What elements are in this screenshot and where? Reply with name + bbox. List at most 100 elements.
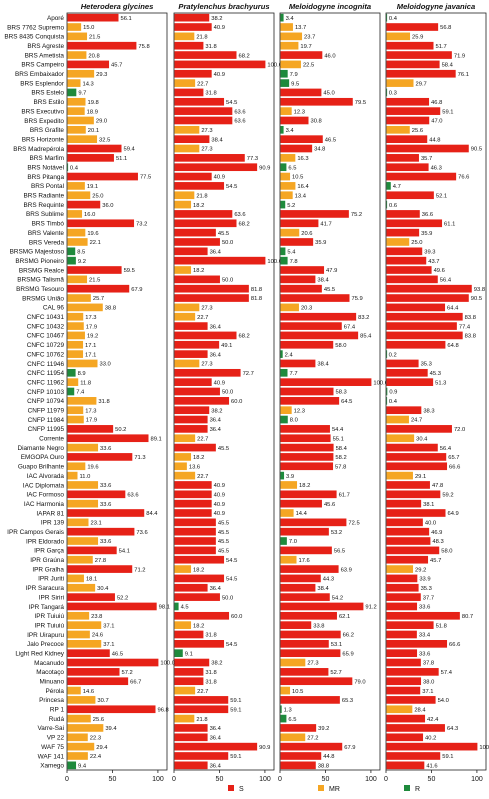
value-label: 17.9	[86, 324, 97, 330]
category-label: IPR Tuiuiú	[35, 613, 65, 620]
category-label: BRS Ametista	[25, 52, 65, 59]
category-label: BRS Valente	[28, 230, 65, 237]
bar	[67, 621, 102, 629]
value-label: 31.8	[205, 91, 216, 97]
bar	[174, 182, 225, 190]
bar	[386, 97, 430, 106]
value-label: 18.9	[87, 109, 98, 115]
bar	[280, 593, 330, 601]
value-label: 27.3	[307, 661, 318, 667]
bar	[174, 490, 212, 499]
bar	[280, 163, 287, 172]
category-label: IPR Tuiuiú	[35, 622, 65, 629]
value-label: 59.4	[124, 147, 136, 153]
bar	[67, 266, 122, 274]
value-label: 21.8	[196, 193, 207, 199]
bar	[174, 331, 237, 340]
value-label: 54.0	[438, 698, 449, 704]
panel-title: Pratylenchus brachyurus	[178, 2, 269, 11]
category-label: CNFP 10794	[27, 398, 64, 405]
value-label: 53.2	[331, 530, 342, 536]
value-label: 38.4	[317, 278, 329, 284]
value-label: 93.8	[474, 287, 485, 293]
value-label: 31.8	[205, 44, 216, 50]
bar	[280, 499, 322, 508]
value-label: 51.8	[436, 623, 447, 629]
value-label: 53.1	[331, 642, 342, 648]
category-label: CNFP 10103	[27, 389, 64, 396]
value-label: 12.3	[294, 109, 305, 115]
value-label: 54.5	[226, 184, 237, 190]
value-label: 22.1	[90, 240, 101, 246]
category-label: Guapo Brilhante	[18, 464, 65, 471]
category-label: IPR Uirapuru	[27, 632, 64, 639]
bar	[174, 200, 192, 209]
bar	[386, 387, 388, 396]
value-label: 68.2	[239, 334, 250, 340]
value-label: 25.0	[92, 193, 103, 199]
legend-swatch-S	[228, 785, 234, 791]
value-label: 57.4	[441, 670, 453, 676]
value-label: 50.0	[222, 240, 233, 246]
value-label: 2.4	[285, 352, 294, 358]
bar	[386, 630, 417, 639]
bar	[386, 668, 439, 676]
bar	[386, 79, 414, 87]
bar	[174, 705, 229, 714]
value-label: 40.9	[214, 25, 225, 31]
value-label: 19.2	[87, 334, 98, 340]
value-label: 25.9	[412, 35, 423, 41]
value-label: 42.4	[427, 717, 439, 723]
value-label: 59.5	[124, 268, 135, 274]
category-label: Aporé	[47, 15, 64, 22]
value-label: 41.7	[320, 221, 331, 227]
category-label: IPR Graúna	[30, 557, 64, 564]
bar	[67, 527, 135, 536]
value-label: 83.2	[358, 315, 369, 321]
category-label: BRS Pontal	[31, 183, 64, 190]
bar	[280, 238, 314, 246]
bar	[174, 23, 212, 31]
bar	[280, 733, 306, 742]
value-label: 45.5	[218, 549, 229, 555]
value-label: 0.6	[389, 203, 397, 209]
value-label: 84.4	[146, 511, 158, 517]
value-label: 23.7	[304, 35, 315, 41]
category-label: BRS Embaixador	[15, 71, 65, 78]
value-label: 55.1	[333, 436, 344, 442]
value-label: 47.0	[431, 119, 442, 125]
category-label: CNFC 11954	[27, 370, 64, 377]
bar	[174, 434, 196, 443]
value-label: 63.6	[127, 493, 138, 499]
bar	[386, 135, 428, 143]
bar	[174, 714, 195, 723]
value-label: 45.5	[218, 231, 229, 237]
bar	[280, 696, 340, 704]
bar	[67, 555, 93, 564]
bar	[67, 182, 85, 190]
bar	[280, 350, 283, 358]
bar	[174, 658, 210, 667]
bar	[174, 116, 233, 125]
value-label: 6.5	[288, 165, 296, 171]
value-label: 54.5	[226, 558, 237, 564]
bar	[174, 593, 220, 601]
bar	[174, 191, 195, 200]
bar	[280, 13, 284, 22]
bar	[67, 425, 114, 433]
category-label: BRSMG Tesouro	[16, 286, 64, 293]
category-label: IPR Campos Gerais	[7, 529, 64, 536]
value-label: 12.3	[294, 408, 305, 414]
value-label: 51.3	[435, 380, 446, 386]
bar	[280, 425, 330, 433]
value-label: 33.6	[419, 651, 430, 657]
value-label: 64.9	[448, 511, 459, 517]
category-label: BRS Estelo	[31, 90, 64, 97]
bar	[67, 60, 110, 69]
value-label: 45.6	[324, 502, 335, 508]
bar	[280, 761, 316, 770]
value-label: 9.7	[78, 91, 86, 97]
value-label: 81.8	[251, 296, 262, 302]
bar	[280, 621, 312, 629]
bar	[67, 611, 90, 620]
